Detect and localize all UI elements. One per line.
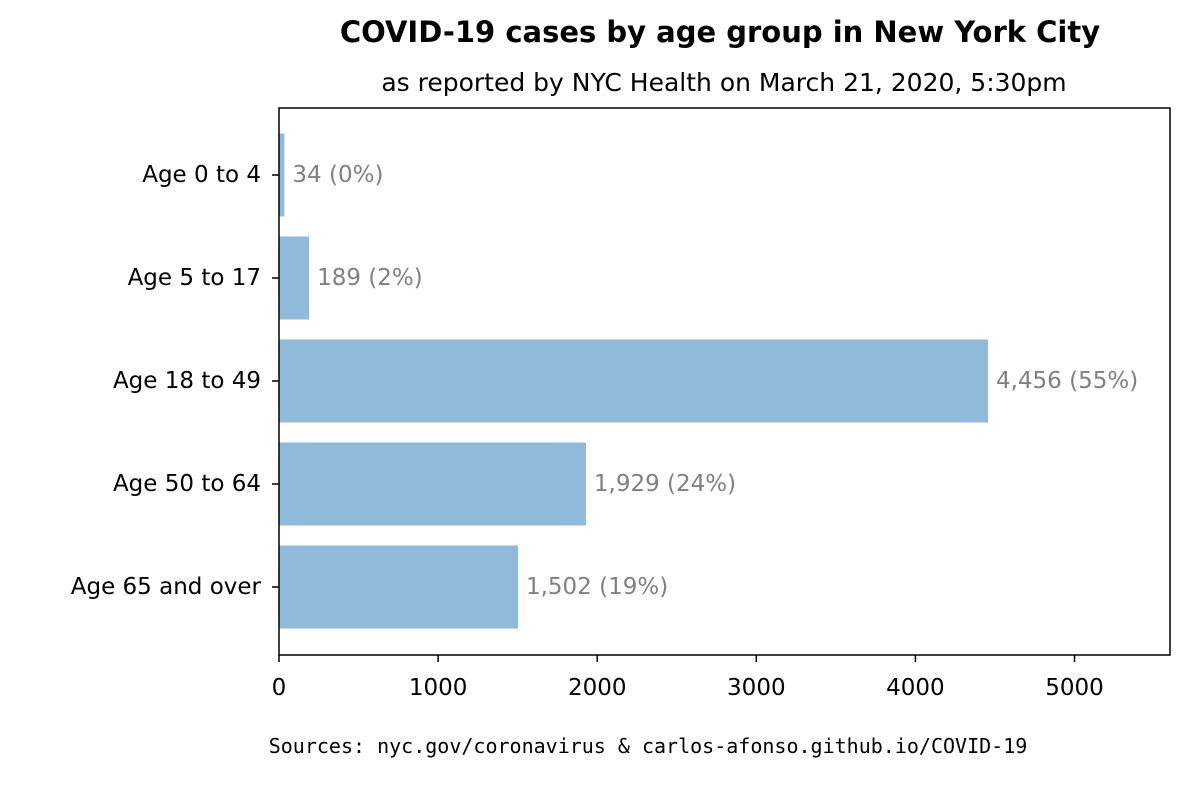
x-tick-label: 3000 bbox=[727, 675, 786, 701]
bars-group bbox=[279, 133, 988, 629]
sources-footnote: Sources: nyc.gov/coronavirus & carlos-af… bbox=[269, 734, 1028, 758]
data-label: 4,456 (55%) bbox=[996, 368, 1138, 394]
x-tick-label: 5000 bbox=[1045, 675, 1104, 701]
bar bbox=[279, 133, 285, 217]
x-tick-label: 4000 bbox=[886, 675, 945, 701]
chart-title: COVID-19 cases by age group in New York … bbox=[340, 15, 1100, 49]
data-labels-group: 34 (0%) 189 (2%) 4,456 (55%) 1,929 (24%) 1,5… bbox=[292, 162, 1138, 600]
bar bbox=[279, 236, 310, 320]
y-tick-label: Age 65 and over bbox=[71, 574, 262, 600]
category-labels-group: Age 0 to 4 Age 5 to 17 Age 18 to 49 Age 50 … bbox=[71, 162, 279, 600]
x-axis: 0 1000 2000 3000 4000 5000 bbox=[272, 655, 1104, 701]
y-tick-label: Age 0 to 4 bbox=[142, 162, 261, 188]
data-label: 1,502 (19%) bbox=[526, 574, 668, 600]
x-tick-label: 0 bbox=[272, 675, 287, 701]
bar bbox=[279, 339, 988, 423]
y-tick-label: Age 50 to 64 bbox=[113, 471, 261, 497]
y-tick-label: Age 5 to 17 bbox=[128, 265, 261, 291]
data-label: 34 (0%) bbox=[292, 162, 383, 188]
plot-frame bbox=[278, 107, 1171, 656]
bar bbox=[279, 545, 518, 629]
x-tick-label: 1000 bbox=[409, 675, 468, 701]
data-label: 1,929 (24%) bbox=[594, 471, 736, 497]
data-label: 189 (2%) bbox=[317, 265, 423, 291]
bar bbox=[279, 442, 586, 526]
chart-subtitle: as reported by NYC Health on March 21, 2… bbox=[381, 68, 1066, 97]
y-tick-label: Age 18 to 49 bbox=[113, 368, 261, 394]
x-tick-label: 2000 bbox=[568, 675, 627, 701]
